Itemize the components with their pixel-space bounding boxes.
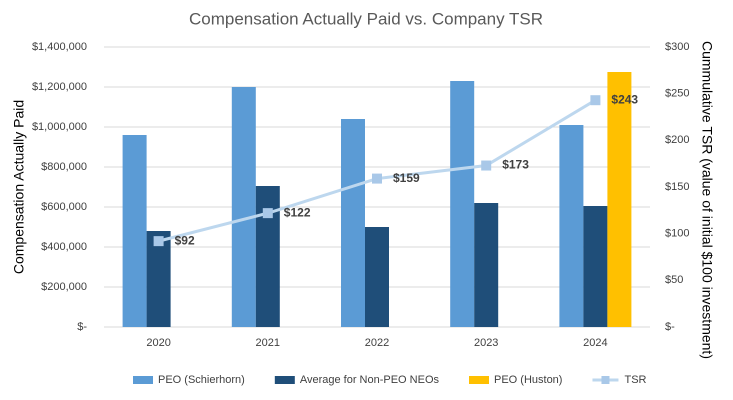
x-tick-label: 2020 <box>146 337 170 349</box>
legend-swatch <box>601 376 610 384</box>
bar <box>122 135 147 327</box>
y-tick-label: $600,000 <box>41 201 87 213</box>
line-marker <box>372 173 382 184</box>
y2-tick-label: $100 <box>665 228 689 240</box>
legend-label: TSR <box>624 374 646 386</box>
legend-swatch <box>133 376 153 384</box>
bar <box>474 203 499 327</box>
legend-label: PEO (Schierhorn) <box>158 374 245 386</box>
x-tick-label: 2021 <box>256 337 280 349</box>
legend-label: PEO (Huston) <box>494 374 562 386</box>
y-tick-label: $800,000 <box>41 161 87 173</box>
data-label: $243 <box>611 92 638 106</box>
y2-tick-label: $200 <box>665 134 689 146</box>
y2-tick-label: $250 <box>665 88 689 100</box>
y-tick-label: $- <box>77 321 87 333</box>
bar <box>450 81 475 327</box>
legend-swatch <box>274 376 295 384</box>
bar <box>146 231 171 327</box>
y-tick-label: $1,000,000 <box>32 121 87 133</box>
data-label: $122 <box>284 205 311 219</box>
y-tick-label: $1,200,000 <box>32 81 87 93</box>
bar <box>255 186 280 327</box>
line-marker <box>590 95 601 106</box>
y2-tick-label: $150 <box>665 181 689 193</box>
y-tick-label: $1,400,000 <box>32 41 87 53</box>
y2-axis-title: Cummulative TSR (value of initial $100 i… <box>699 41 715 359</box>
line-marker <box>262 208 273 219</box>
bar <box>607 72 632 327</box>
bar <box>365 227 389 327</box>
bar <box>559 125 584 327</box>
x-tick-label: 2024 <box>583 337 607 349</box>
y2-tick-label: $- <box>665 321 675 333</box>
bar <box>583 206 608 327</box>
bar <box>341 119 365 327</box>
legend-label: Average for Non-PEO NEOs <box>300 374 440 386</box>
y-tick-label: $400,000 <box>41 241 87 253</box>
line-marker <box>481 160 492 171</box>
legend-swatch <box>469 376 489 384</box>
y2-tick-label: $50 <box>665 274 683 286</box>
y2-tick-label: $300 <box>665 41 689 53</box>
data-label: $159 <box>393 171 420 185</box>
y-tick-label: $200,000 <box>41 281 87 293</box>
data-label: $173 <box>502 158 529 172</box>
chart-title: Compensation Actually Paid vs. Company T… <box>189 9 543 28</box>
x-tick-label: 2022 <box>365 337 389 349</box>
line-marker <box>153 236 164 247</box>
data-label: $92 <box>175 233 195 247</box>
bar <box>231 87 256 327</box>
y-axis-title: Compensation Actually Paid <box>11 100 27 274</box>
x-tick-label: 2023 <box>474 337 498 349</box>
